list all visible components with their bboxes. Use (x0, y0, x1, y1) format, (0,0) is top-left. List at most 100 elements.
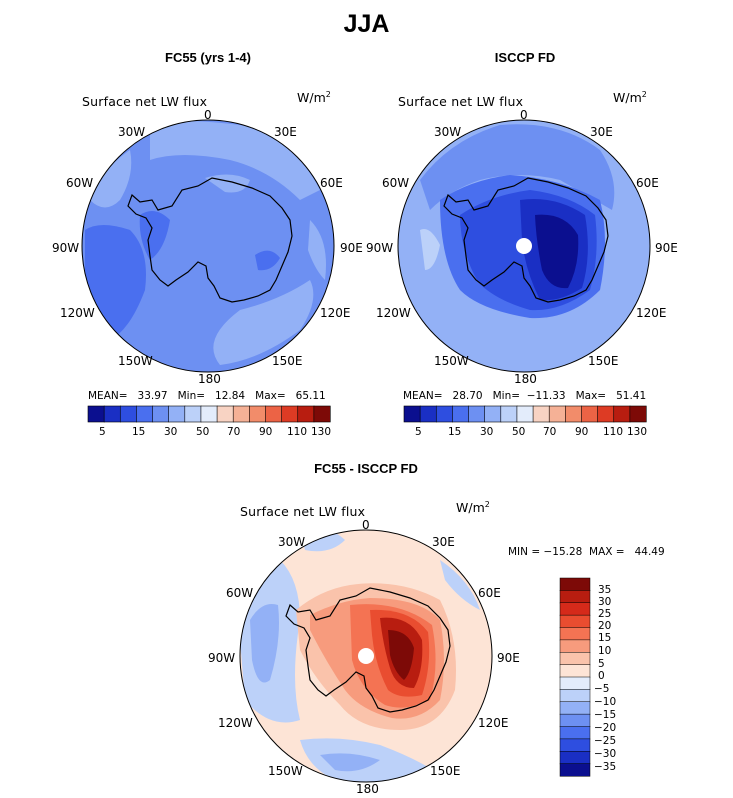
map-border (239, 529, 493, 783)
lon-label: 60W (66, 176, 94, 190)
lon-label: 150E (272, 354, 303, 368)
lon-label: 120W (218, 716, 253, 730)
lon-label: 30W (118, 125, 146, 139)
stats-isccp: MEAN= 28.70 Min= −11.33 Max= 51.41 (403, 390, 647, 402)
colorbar-tick-label: −20 (594, 722, 617, 734)
lon-label: 30W (434, 125, 462, 139)
colorbar-tick-label: 70 (227, 426, 241, 438)
colorbar-tick-label: −5 (594, 683, 610, 695)
units-label-fc55: W/m2 (297, 90, 331, 106)
colorbar-swatch (559, 639, 591, 653)
lon-label: 180 (198, 372, 221, 386)
colorbar-tick-label: 30 (480, 426, 494, 438)
variable-label-isccp: Surface net LW flux (398, 94, 524, 109)
colorbar-tick-label: 90 (575, 426, 589, 438)
lon-label: 120W (60, 306, 95, 320)
colorbar-tick-label: −25 (594, 735, 617, 747)
colorbar-tick-label: 110 (287, 426, 308, 438)
colorbar-tick-label: 5 (415, 426, 422, 438)
lon-label: 180 (514, 372, 537, 386)
lon-label: 90E (655, 241, 678, 255)
colorbar-swatch (313, 405, 331, 423)
antarctica-coastline (285, 587, 451, 713)
lon-label: 120E (478, 716, 509, 730)
lon-label: 150E (588, 354, 619, 368)
pole-mask (516, 238, 532, 254)
colorbar-fc55 (87, 405, 331, 423)
lon-label: 0 (520, 108, 528, 122)
lon-label: 150W (268, 764, 303, 778)
units-label-difference: W/m2 (456, 500, 490, 516)
colorbar-swatch (559, 763, 591, 777)
lon-label: 0 (362, 518, 370, 532)
colorbar-tick-label: 0 (598, 670, 605, 682)
colorbar-swatch (559, 689, 591, 703)
colorbar-swatch (559, 726, 591, 740)
contour-region (255, 250, 280, 271)
map-border (397, 119, 651, 373)
colorbar-tick-label: 50 (512, 426, 526, 438)
lon-label: 120E (320, 306, 351, 320)
contour-region (308, 220, 326, 280)
colorbar-tick-label: 25 (598, 608, 612, 620)
contour-region (420, 124, 615, 210)
colorbar-tick-label: 5 (598, 658, 605, 670)
colorbar-tick-label: 90 (259, 426, 273, 438)
colorbar-swatch (559, 676, 591, 690)
contour-region (213, 280, 314, 365)
colorbar-swatch (559, 751, 591, 765)
colorbar-tick-label: −30 (594, 748, 617, 760)
antarctica-coastline (127, 177, 293, 303)
lon-label: 60E (636, 176, 659, 190)
colorbar-tick-label: 130 (627, 426, 648, 438)
units-label-isccp: W/m2 (613, 90, 647, 106)
lon-label: 90W (208, 651, 236, 665)
colorbar-tick-label: 30 (164, 426, 178, 438)
lon-label: 150W (118, 354, 153, 368)
lon-label: 0 (204, 108, 212, 122)
colorbar-tick-label: 15 (448, 426, 462, 438)
colorbar-swatch (629, 405, 647, 423)
colorbar-tick-label: −35 (594, 761, 617, 773)
contour-region (388, 630, 414, 680)
lon-label: 120W (376, 306, 411, 320)
colorbar-tick-label: 130 (311, 426, 332, 438)
colorbar-swatch (559, 713, 591, 728)
colorbar-tick-label: 30 (598, 596, 612, 608)
pole-mask (358, 648, 374, 664)
colorbar-tick-label: 15 (132, 426, 146, 438)
colorbar-swatch (559, 614, 591, 629)
lon-label: 150E (430, 764, 461, 778)
lon-label: 90W (366, 241, 394, 255)
colorbar-tick-label: 10 (598, 645, 612, 657)
lon-label: 90W (52, 241, 80, 255)
lon-label: 30E (432, 535, 455, 549)
colorbar-swatch (559, 738, 591, 752)
lon-label: 30E (274, 125, 297, 139)
antarctica-coastline (443, 177, 609, 303)
colorbar-swatch (559, 590, 591, 604)
colorbar-swatch (559, 652, 591, 666)
map-border (81, 119, 335, 373)
colorbar-swatch (559, 577, 591, 591)
lon-label: 60W (382, 176, 410, 190)
stats-difference: MIN = −15.28 MAX = 44.49 (508, 546, 665, 558)
colorbar-tick-label: 50 (196, 426, 210, 438)
colorbar-tick-label: 110 (603, 426, 624, 438)
colorbar-tick-label: 70 (543, 426, 557, 438)
contour-region (420, 229, 440, 270)
figure-title: JJA (343, 10, 390, 38)
colorbar-tick-label: 15 (598, 632, 612, 644)
stats-fc55: MEAN= 33.97 Min= 12.84 Max= 65.11 (88, 390, 326, 402)
colorbar-difference (559, 577, 591, 777)
contour-region (535, 214, 579, 289)
colorbar-swatch (559, 627, 591, 641)
panel-title-difference: FC55 - ISCCP FD (314, 461, 418, 476)
contour-region (250, 604, 279, 683)
lon-label: 60W (226, 586, 254, 600)
lon-label: 120E (636, 306, 667, 320)
lon-label: 30E (590, 125, 613, 139)
panel-title-isccp: ISCCP FD (494, 50, 556, 65)
